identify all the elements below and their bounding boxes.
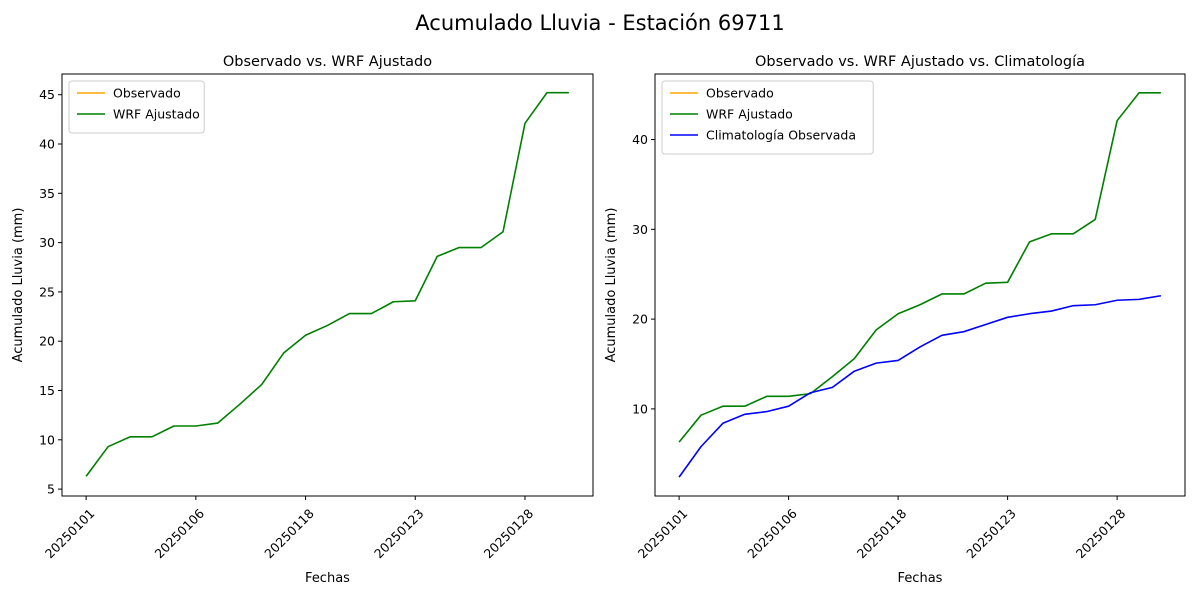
panel-title: Observado vs. WRF Ajustado vs. Climatolo… — [755, 54, 1085, 70]
legend-box — [661, 80, 874, 155]
series-line-climatolog-a-observada — [678, 294, 1162, 478]
x-tick-label: 20250128 — [481, 506, 537, 562]
series-line-wrf-ajustado — [85, 91, 569, 477]
y-tick-label: 30 — [39, 235, 55, 250]
x-tick-label: 20250118 — [854, 506, 910, 562]
y-tick-label: 25 — [39, 284, 55, 299]
y-tick-label: 15 — [39, 383, 55, 398]
y-tick-label: 45 — [39, 87, 55, 102]
axes-frame — [654, 73, 1186, 497]
panel-title: Observado vs. WRF Ajustado — [223, 54, 432, 70]
x-axis-label: Fechas — [898, 571, 943, 586]
y-tick-label: 10 — [39, 432, 55, 447]
legend-label: WRF Ajustado — [113, 107, 200, 122]
axes-frame — [61, 73, 594, 497]
x-tick-label: 20250123 — [371, 506, 427, 562]
y-axis-label: Acumulado Lluvia (mm) — [604, 208, 619, 363]
panel-observado-vs-wrf-vs-climatologia: Observado vs. WRF Ajustado vs. Climatolo… — [604, 54, 1186, 586]
panel-observado-vs-wrf: Observado vs. WRF Ajustado 5 10 15 20 25 30 35 4… — [11, 54, 594, 586]
y-axis-label: Acumulado Lluvia (mm) — [11, 208, 26, 363]
legend-box — [68, 80, 205, 134]
y-tick-label: 20 — [39, 334, 55, 349]
x-tick-label: 20250106 — [744, 506, 800, 562]
figure-suptitle: Acumulado Lluvia - Estación 69711 — [415, 11, 784, 35]
y-tick-label: 20 — [632, 312, 648, 327]
y-tick-label: 10 — [632, 401, 648, 416]
x-tick-label: 20250123 — [963, 506, 1019, 562]
legend-label: Observado — [706, 86, 774, 101]
y-tick-label: 40 — [39, 137, 55, 152]
y-tick-label: 5 — [47, 482, 55, 497]
legend: Observado WRF Ajustado Climatología Observ… — [661, 80, 874, 155]
y-tick-label: 30 — [632, 222, 648, 237]
x-tick-label: 20250106 — [152, 506, 208, 562]
series-line-wrf-ajustado — [678, 92, 1161, 443]
x-tick-label: 20250101 — [42, 506, 98, 562]
x-axis-label: Fechas — [305, 571, 350, 586]
x-tick-label: 20250118 — [261, 506, 317, 562]
legend: Observado WRF Ajustado — [68, 80, 205, 134]
legend-label: Climatología Observada — [706, 128, 856, 143]
legend-label: Observado — [113, 86, 181, 101]
y-tick-label: 40 — [632, 132, 648, 147]
x-tick-label: 20250128 — [1073, 506, 1129, 562]
y-tick-label: 35 — [39, 186, 55, 201]
x-tick-label: 20250101 — [635, 506, 691, 562]
legend-label: WRF Ajustado — [706, 107, 793, 122]
